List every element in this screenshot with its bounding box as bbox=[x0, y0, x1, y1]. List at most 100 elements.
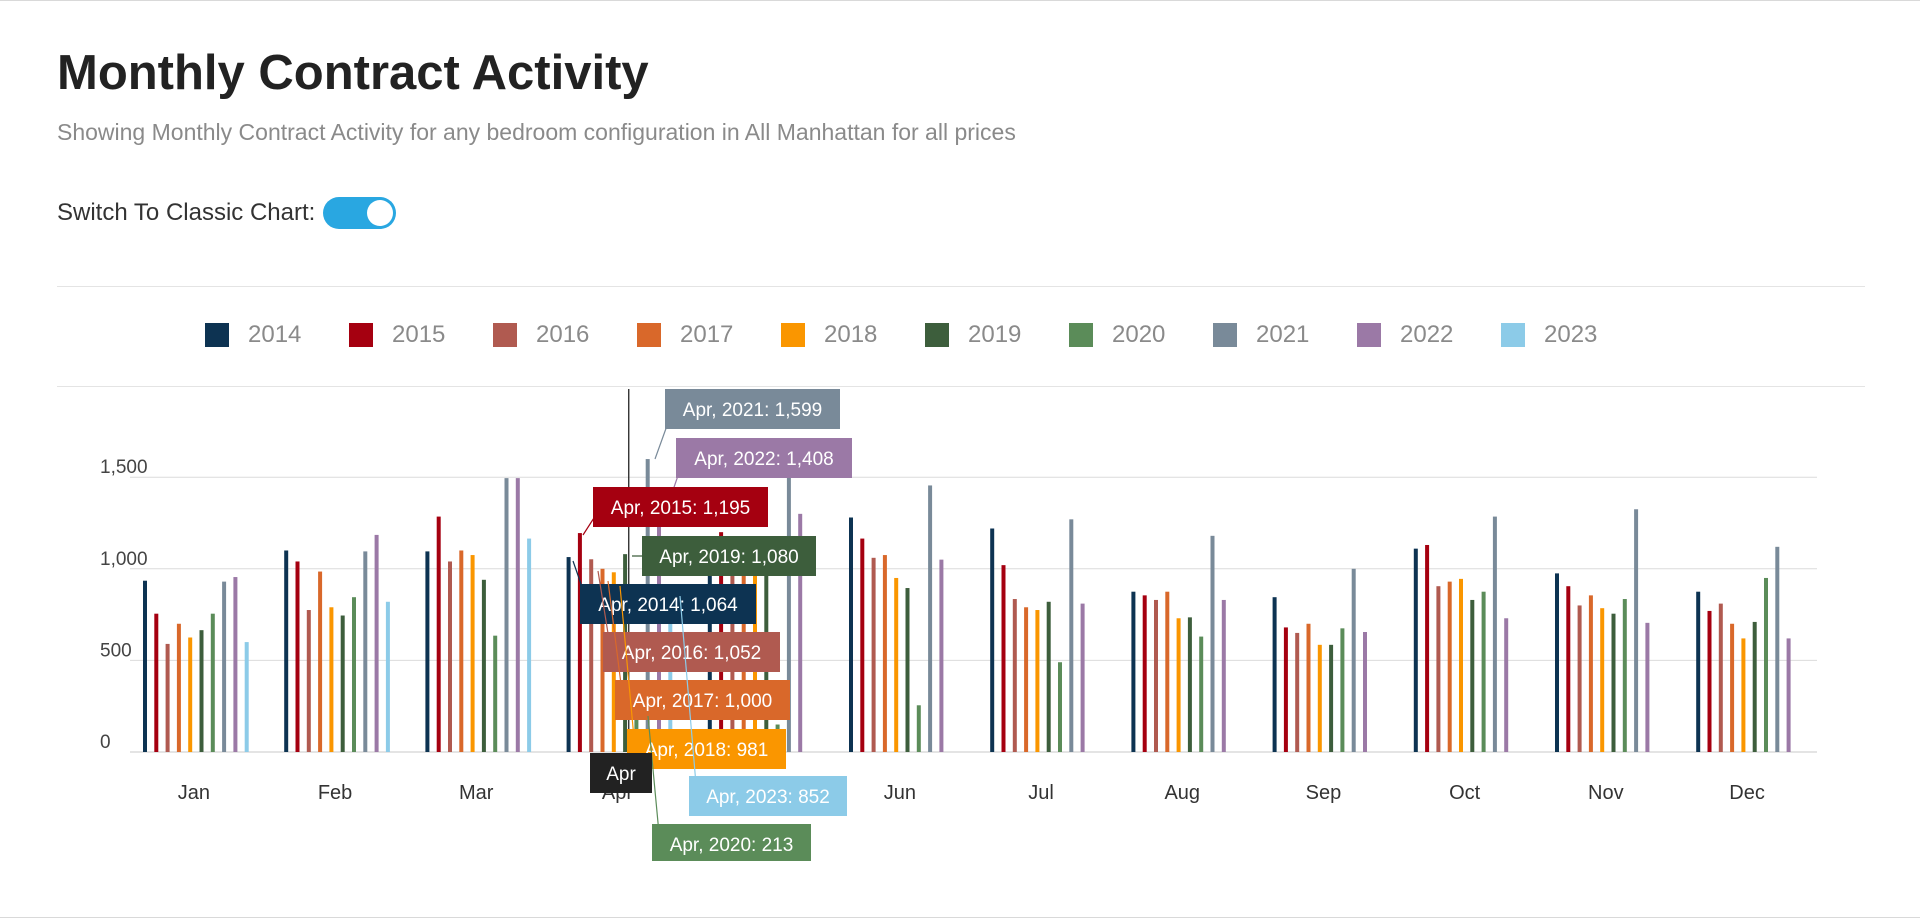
bar-2020-mar bbox=[493, 635, 498, 752]
x-axis-ticks: JanFebMarAprJunJulAugSepOctNovDec bbox=[178, 782, 1765, 804]
tooltip-2018: Apr, 2018: 981 bbox=[619, 585, 786, 769]
legend-swatch bbox=[205, 323, 229, 347]
tooltip-box bbox=[603, 632, 780, 672]
legend-swatch bbox=[637, 323, 661, 347]
legend-item-2016[interactable]: 2016 bbox=[493, 321, 637, 349]
bar-2015-dec bbox=[1707, 610, 1712, 752]
classic-chart-toggle[interactable] bbox=[323, 197, 397, 229]
cursor-label-box bbox=[590, 753, 652, 793]
bar-2014-apr bbox=[566, 557, 571, 752]
bar-2016-jul bbox=[1012, 599, 1017, 752]
bar-2017-sep bbox=[1306, 623, 1311, 752]
bar-2015-sep bbox=[1283, 627, 1288, 752]
tooltip-label: Apr, 2014: 1,064 bbox=[598, 595, 738, 616]
legend-label: 2023 bbox=[1544, 321, 1598, 348]
bar-2022-sep bbox=[1363, 632, 1367, 752]
legend-label: 2018 bbox=[824, 321, 878, 348]
bar-2017-mar bbox=[459, 550, 464, 752]
hover-tooltip: Apr, 2021: 1,599 Apr, 2022: 1,408 Apr, 201… bbox=[572, 389, 852, 861]
legend-label: 2021 bbox=[1256, 321, 1310, 348]
bar-2022-jul bbox=[1080, 603, 1085, 752]
bar-2019-oct bbox=[1470, 599, 1475, 752]
bar-2014-nov bbox=[1555, 573, 1559, 752]
bar-2016-mar bbox=[448, 561, 452, 752]
tooltip-box bbox=[593, 487, 768, 527]
x-tick-label: Dec bbox=[1729, 782, 1765, 804]
bar-2018-feb bbox=[329, 607, 334, 752]
bar-2014-jun bbox=[849, 517, 853, 752]
bar-2014-jul bbox=[990, 528, 995, 752]
legend-item-2022[interactable]: 2022 bbox=[1357, 321, 1501, 349]
tooltip-2019: Apr, 2019: 1,080 bbox=[632, 536, 816, 576]
bar-2014-dec bbox=[1696, 591, 1701, 752]
legend-item-2021[interactable]: 2021 bbox=[1213, 321, 1357, 349]
bar-2017-jul bbox=[1024, 607, 1029, 752]
cursor-label-text: Apr bbox=[606, 764, 636, 785]
bar-2016-jan bbox=[165, 643, 170, 752]
bar-2021-jul bbox=[1069, 519, 1074, 752]
toggle-knob bbox=[367, 200, 394, 226]
legend-item-2014[interactable]: 2014 bbox=[205, 321, 349, 349]
tooltip-label: Apr, 2018: 981 bbox=[645, 740, 769, 761]
legend-swatch bbox=[493, 323, 517, 347]
legend-item-2019[interactable]: 2019 bbox=[925, 321, 1069, 349]
bar-2017-jan bbox=[176, 623, 181, 752]
legend-item-2023[interactable]: 2023 bbox=[1501, 321, 1645, 349]
bar-2015-jul bbox=[1001, 565, 1006, 752]
tooltip-label: Apr, 2017: 1,000 bbox=[633, 691, 772, 712]
legend-swatch bbox=[1213, 323, 1237, 347]
bar-2022-mar bbox=[515, 478, 520, 752]
bar-2016-feb bbox=[306, 610, 311, 752]
tooltip-pointer bbox=[647, 715, 661, 845]
bar-2020-jul bbox=[1058, 662, 1062, 752]
bar-2018-sep bbox=[1317, 644, 1322, 752]
bar-2019-nov bbox=[1611, 613, 1616, 752]
page-title: Monthly Contract Activity bbox=[57, 46, 649, 100]
bar-chart: 0 500 1,000 1,500 Jan Feb Mar Apr Jun Jul Aug Sep O… bbox=[100, 389, 1817, 861]
bar-2017-apr bbox=[600, 568, 605, 752]
bar-2017-aug bbox=[1165, 591, 1170, 752]
bar-2016-jun bbox=[871, 557, 876, 752]
tooltip-2016: Apr, 2016: 1,052 bbox=[597, 570, 780, 672]
bar-2022-jun bbox=[939, 559, 944, 752]
bar-2018-jun bbox=[894, 577, 899, 752]
bar-2020-oct bbox=[1481, 591, 1486, 752]
bar-2019-jul bbox=[1046, 601, 1051, 752]
bar-2020-jan bbox=[210, 613, 215, 752]
bar-2015-jan bbox=[154, 613, 159, 752]
legend-swatch bbox=[1069, 323, 1093, 347]
tooltip-label: Apr, 2016: 1,052 bbox=[622, 643, 761, 664]
legend-item-2017[interactable]: 2017 bbox=[637, 321, 781, 349]
legend-swatch bbox=[1501, 323, 1525, 347]
chart-legend: 2014 2015 2016 2017 2018 2019 2020 2021 … bbox=[205, 321, 1645, 349]
bar-2016-nov bbox=[1577, 605, 1582, 752]
tooltip-box bbox=[689, 776, 847, 816]
bar-2018-oct bbox=[1459, 578, 1463, 752]
legend-item-2015[interactable]: 2015 bbox=[349, 321, 493, 349]
chart-bars bbox=[143, 459, 1791, 752]
bar-2022-oct bbox=[1504, 618, 1509, 752]
legend-item-2020[interactable]: 2020 bbox=[1069, 321, 1213, 349]
bar-2016-oct bbox=[1436, 586, 1441, 752]
tooltip-label: Apr, 2022: 1,408 bbox=[694, 449, 833, 470]
bar-2015-jun bbox=[860, 538, 865, 752]
x-tick-label: Sep bbox=[1306, 782, 1342, 804]
bar-2020-feb bbox=[352, 597, 356, 752]
bar-2017-oct bbox=[1447, 581, 1452, 752]
legend-item-2018[interactable]: 2018 bbox=[781, 321, 925, 349]
legend-label: 2019 bbox=[968, 321, 1022, 348]
bar-2019-mar bbox=[481, 579, 486, 752]
bar-2021-aug bbox=[1210, 535, 1215, 752]
bar-2022-dec bbox=[1786, 638, 1791, 752]
bar-2018-jan bbox=[188, 637, 193, 752]
bar-2015-apr bbox=[577, 533, 582, 752]
x-tick-label: Nov bbox=[1588, 782, 1624, 804]
bar-2021-mar bbox=[504, 478, 509, 752]
bar-2015-aug bbox=[1142, 595, 1147, 752]
tooltip-label: Apr, 2015: 1,195 bbox=[611, 498, 750, 519]
y-tick-label: 500 bbox=[100, 640, 132, 661]
tooltip-box bbox=[615, 680, 790, 720]
tooltip-box bbox=[676, 438, 852, 478]
legend-label: 2020 bbox=[1112, 321, 1166, 348]
legend-swatch bbox=[781, 323, 805, 347]
